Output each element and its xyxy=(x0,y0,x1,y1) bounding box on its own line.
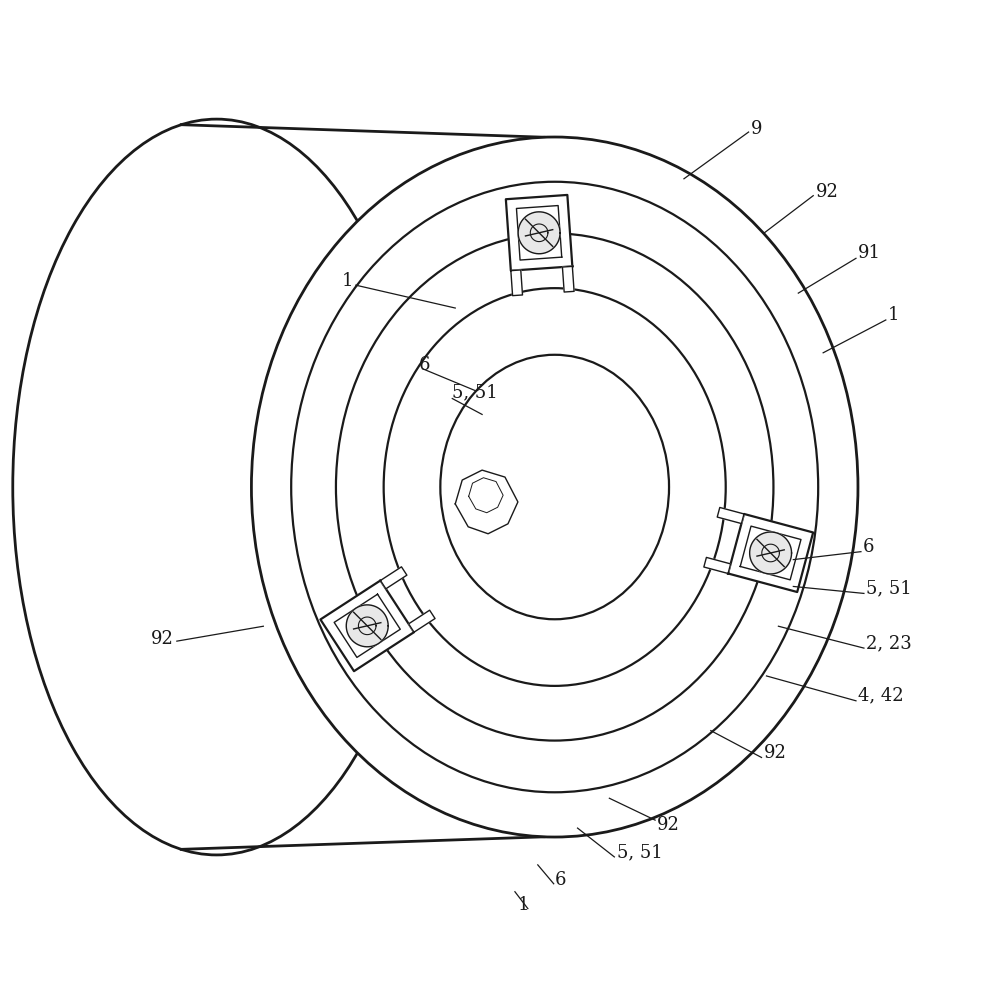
Polygon shape xyxy=(704,558,731,573)
Polygon shape xyxy=(409,610,435,632)
Text: 1: 1 xyxy=(341,272,353,291)
Text: 6: 6 xyxy=(418,355,430,374)
Text: 92: 92 xyxy=(151,630,174,648)
Text: 6: 6 xyxy=(555,871,566,889)
Text: 9: 9 xyxy=(751,120,762,138)
Polygon shape xyxy=(717,508,744,523)
Text: 5, 51: 5, 51 xyxy=(452,384,498,402)
Text: 2, 23: 2, 23 xyxy=(866,634,912,652)
Polygon shape xyxy=(750,532,792,573)
Polygon shape xyxy=(346,605,388,647)
Text: 92: 92 xyxy=(657,816,680,834)
Text: 92: 92 xyxy=(816,183,839,200)
Polygon shape xyxy=(511,270,523,296)
Ellipse shape xyxy=(291,182,818,792)
Polygon shape xyxy=(518,212,560,253)
Polygon shape xyxy=(320,580,414,671)
Text: 4, 42: 4, 42 xyxy=(858,686,904,705)
Polygon shape xyxy=(506,195,572,271)
Ellipse shape xyxy=(251,137,858,837)
Text: 5, 51: 5, 51 xyxy=(866,579,912,597)
Text: 5, 51: 5, 51 xyxy=(617,843,663,861)
Ellipse shape xyxy=(384,288,726,685)
Ellipse shape xyxy=(336,234,773,740)
Polygon shape xyxy=(562,266,574,292)
Text: 1: 1 xyxy=(888,306,899,324)
Polygon shape xyxy=(728,514,813,592)
Text: 6: 6 xyxy=(863,538,874,556)
Text: 1: 1 xyxy=(518,896,529,913)
Text: 92: 92 xyxy=(764,743,786,761)
Ellipse shape xyxy=(440,355,669,620)
Polygon shape xyxy=(455,470,518,534)
Text: 91: 91 xyxy=(858,245,881,262)
Polygon shape xyxy=(380,567,407,589)
Ellipse shape xyxy=(13,119,420,855)
